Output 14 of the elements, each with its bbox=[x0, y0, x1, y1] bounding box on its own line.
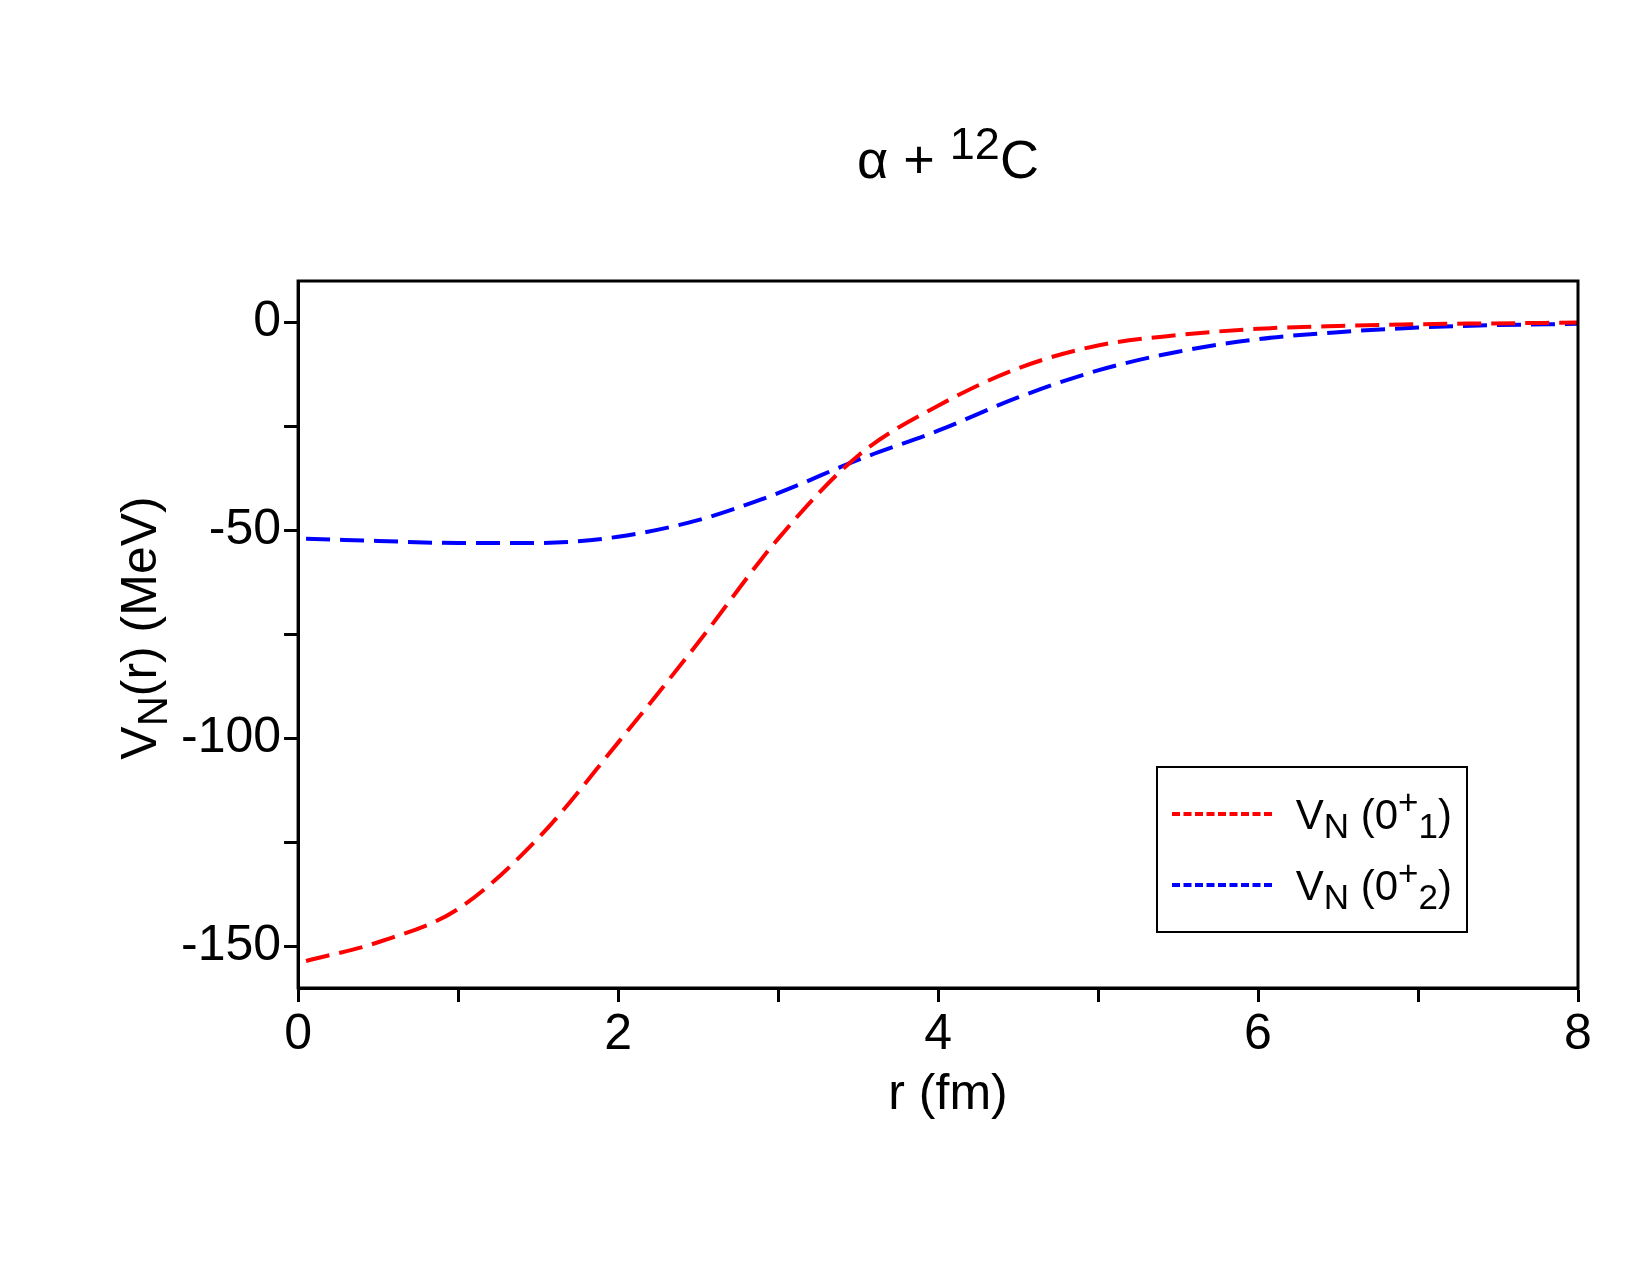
y-tick-label: 0 bbox=[253, 291, 282, 348]
y-tick-label: -50 bbox=[208, 499, 282, 556]
line-series bbox=[304, 321, 1578, 546]
x-tick-label: 8 bbox=[1564, 1003, 1592, 1060]
x-tick-label: 6 bbox=[1244, 1003, 1272, 1060]
chart-title: α + $^{12}$C bbox=[856, 118, 1040, 190]
legend-label: V$_{N}$ (0$^{+}$$_{1}$) bbox=[1295, 782, 1452, 847]
y-tick-label: -100 bbox=[181, 707, 282, 764]
line-series bbox=[304, 320, 1578, 963]
x-tick-label: 4 bbox=[924, 1003, 952, 1060]
x-axis-title: r (fm) bbox=[887, 1063, 1009, 1121]
x-tick-label: 2 bbox=[604, 1003, 632, 1060]
legend-label: V$_{N}$ (0$^{+}$$_{2}$) bbox=[1295, 852, 1452, 917]
y-tick-label: -150 bbox=[181, 915, 282, 972]
